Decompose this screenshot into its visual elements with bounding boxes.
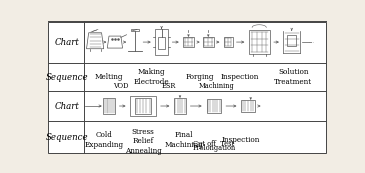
Bar: [241, 100, 255, 112]
Text: Cold
Expanding: Cold Expanding: [84, 131, 123, 149]
Bar: [203, 37, 214, 47]
Text: Solution
Treatment: Solution Treatment: [274, 68, 312, 86]
Text: Forging: Forging: [185, 73, 214, 81]
Text: Making
Electrode: Making Electrode: [134, 68, 169, 86]
Text: Inspection: Inspection: [220, 73, 258, 81]
Text: ESR: ESR: [161, 82, 176, 90]
Text: Sequence: Sequence: [46, 133, 88, 142]
Bar: [103, 98, 115, 114]
Bar: [155, 29, 168, 55]
Text: Melting: Melting: [95, 73, 123, 81]
Text: Inspection: Inspection: [222, 136, 260, 144]
Polygon shape: [107, 36, 123, 48]
Bar: [158, 37, 165, 49]
Text: Chart: Chart: [54, 38, 80, 47]
Bar: [207, 99, 221, 113]
Text: Final
Machining: Final Machining: [165, 131, 204, 149]
Bar: [249, 30, 270, 54]
Polygon shape: [87, 33, 104, 49]
Text: Machining: Machining: [199, 82, 235, 90]
Text: Stress
Relief
Annealing: Stress Relief Annealing: [125, 128, 162, 154]
Bar: [131, 96, 156, 116]
Text: Chart: Chart: [54, 102, 80, 111]
Bar: [135, 98, 151, 114]
Text: Prolongation: Prolongation: [193, 144, 236, 152]
Bar: [183, 37, 194, 47]
Bar: [131, 29, 139, 31]
Text: Cut off  Test: Cut off Test: [193, 140, 235, 148]
Bar: [223, 37, 233, 47]
Text: VOD: VOD: [113, 82, 128, 90]
Bar: [174, 98, 186, 114]
Text: Sequence: Sequence: [46, 73, 88, 82]
Bar: [288, 35, 296, 46]
